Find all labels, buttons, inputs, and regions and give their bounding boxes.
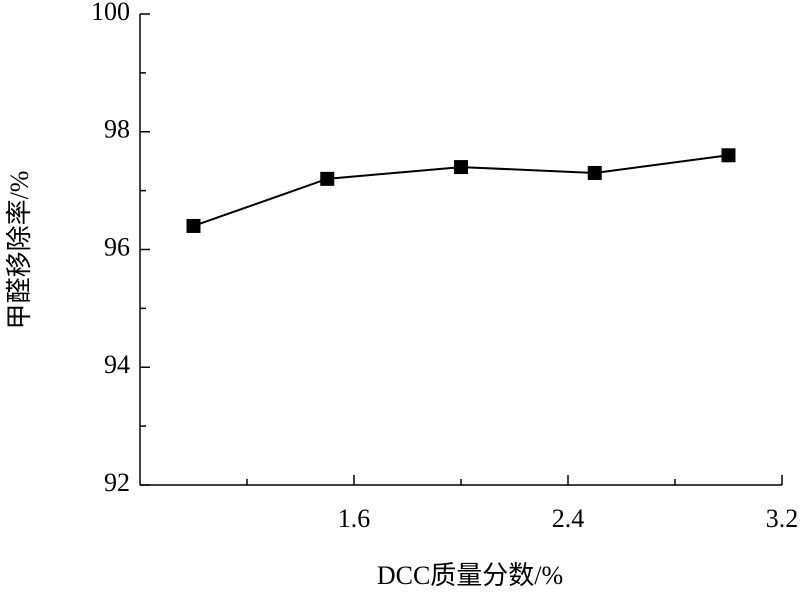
y-tick-label: 98 xyxy=(104,115,130,144)
y-tick-label: 94 xyxy=(104,350,130,379)
x-tick-label: 2.4 xyxy=(552,504,585,533)
y-axis-label: 甲醛移除率/% xyxy=(5,171,34,330)
marker xyxy=(320,171,335,186)
y-tick-label: 96 xyxy=(104,232,130,261)
marker xyxy=(454,160,468,175)
marker xyxy=(186,218,201,233)
x-axis-label: DCC质量分数/% xyxy=(377,561,563,590)
marker xyxy=(587,165,602,180)
x-tick-label: 1.6 xyxy=(338,504,371,533)
y-tick-label: 100 xyxy=(91,0,130,26)
x-tick-label: 3.2 xyxy=(766,504,799,533)
y-tick-label: 92 xyxy=(104,468,130,497)
marker xyxy=(721,148,736,163)
